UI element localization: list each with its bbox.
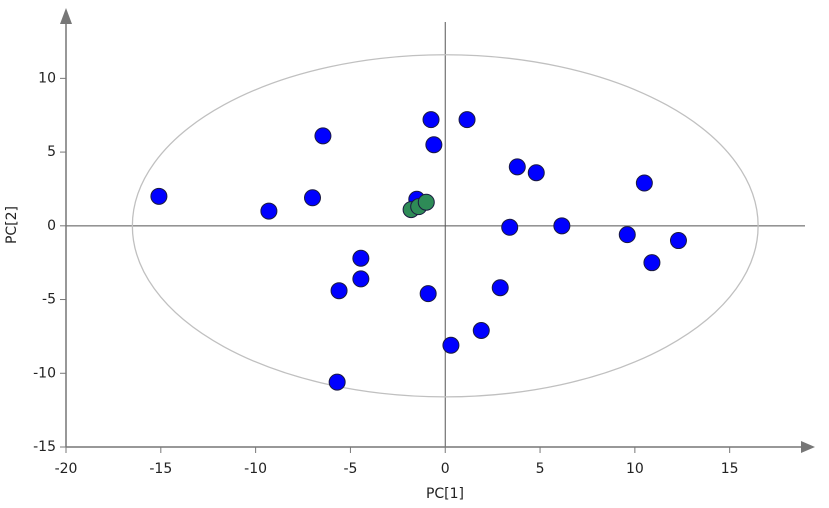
y-tick-label: 5 [47, 144, 56, 160]
y-tick-label: 0 [47, 218, 56, 234]
y-tick-label: -5 [42, 292, 56, 308]
point [458, 111, 476, 129]
x-tick-label: -15 [149, 461, 172, 477]
point [328, 373, 346, 391]
point [260, 202, 278, 220]
point [425, 136, 443, 154]
x-tick-label: -5 [343, 461, 357, 477]
point [669, 232, 687, 250]
point [643, 254, 661, 272]
point [472, 322, 490, 340]
x-tick-label: -10 [244, 461, 267, 477]
y-tick-label: -15 [33, 439, 56, 455]
point [314, 127, 332, 145]
point [618, 226, 636, 244]
point [527, 164, 545, 182]
point [422, 111, 440, 129]
x-tick-label: -20 [55, 461, 78, 477]
x-axis-arrow [801, 441, 815, 453]
x-axis-label: PC[1] [426, 486, 464, 502]
x-tick-label: 5 [536, 461, 545, 477]
y-tick-label: -10 [33, 365, 56, 381]
point [352, 249, 370, 267]
y-axis-label: PC[2] [4, 206, 20, 244]
point [352, 270, 370, 288]
y-axis-arrow [60, 8, 72, 24]
point [501, 218, 519, 236]
point [417, 193, 435, 211]
point [491, 279, 509, 297]
y-tick-label: 10 [38, 70, 56, 86]
confidence-ellipse [131, 54, 759, 398]
x-tick-label: 10 [626, 461, 644, 477]
point [150, 187, 168, 205]
x-tick-label: 0 [441, 461, 450, 477]
point [508, 158, 526, 176]
point [442, 336, 460, 354]
x-tick-label: 15 [721, 461, 739, 477]
point [553, 217, 571, 235]
point [304, 189, 322, 207]
point [419, 285, 437, 303]
point [330, 282, 348, 300]
point [635, 174, 653, 192]
